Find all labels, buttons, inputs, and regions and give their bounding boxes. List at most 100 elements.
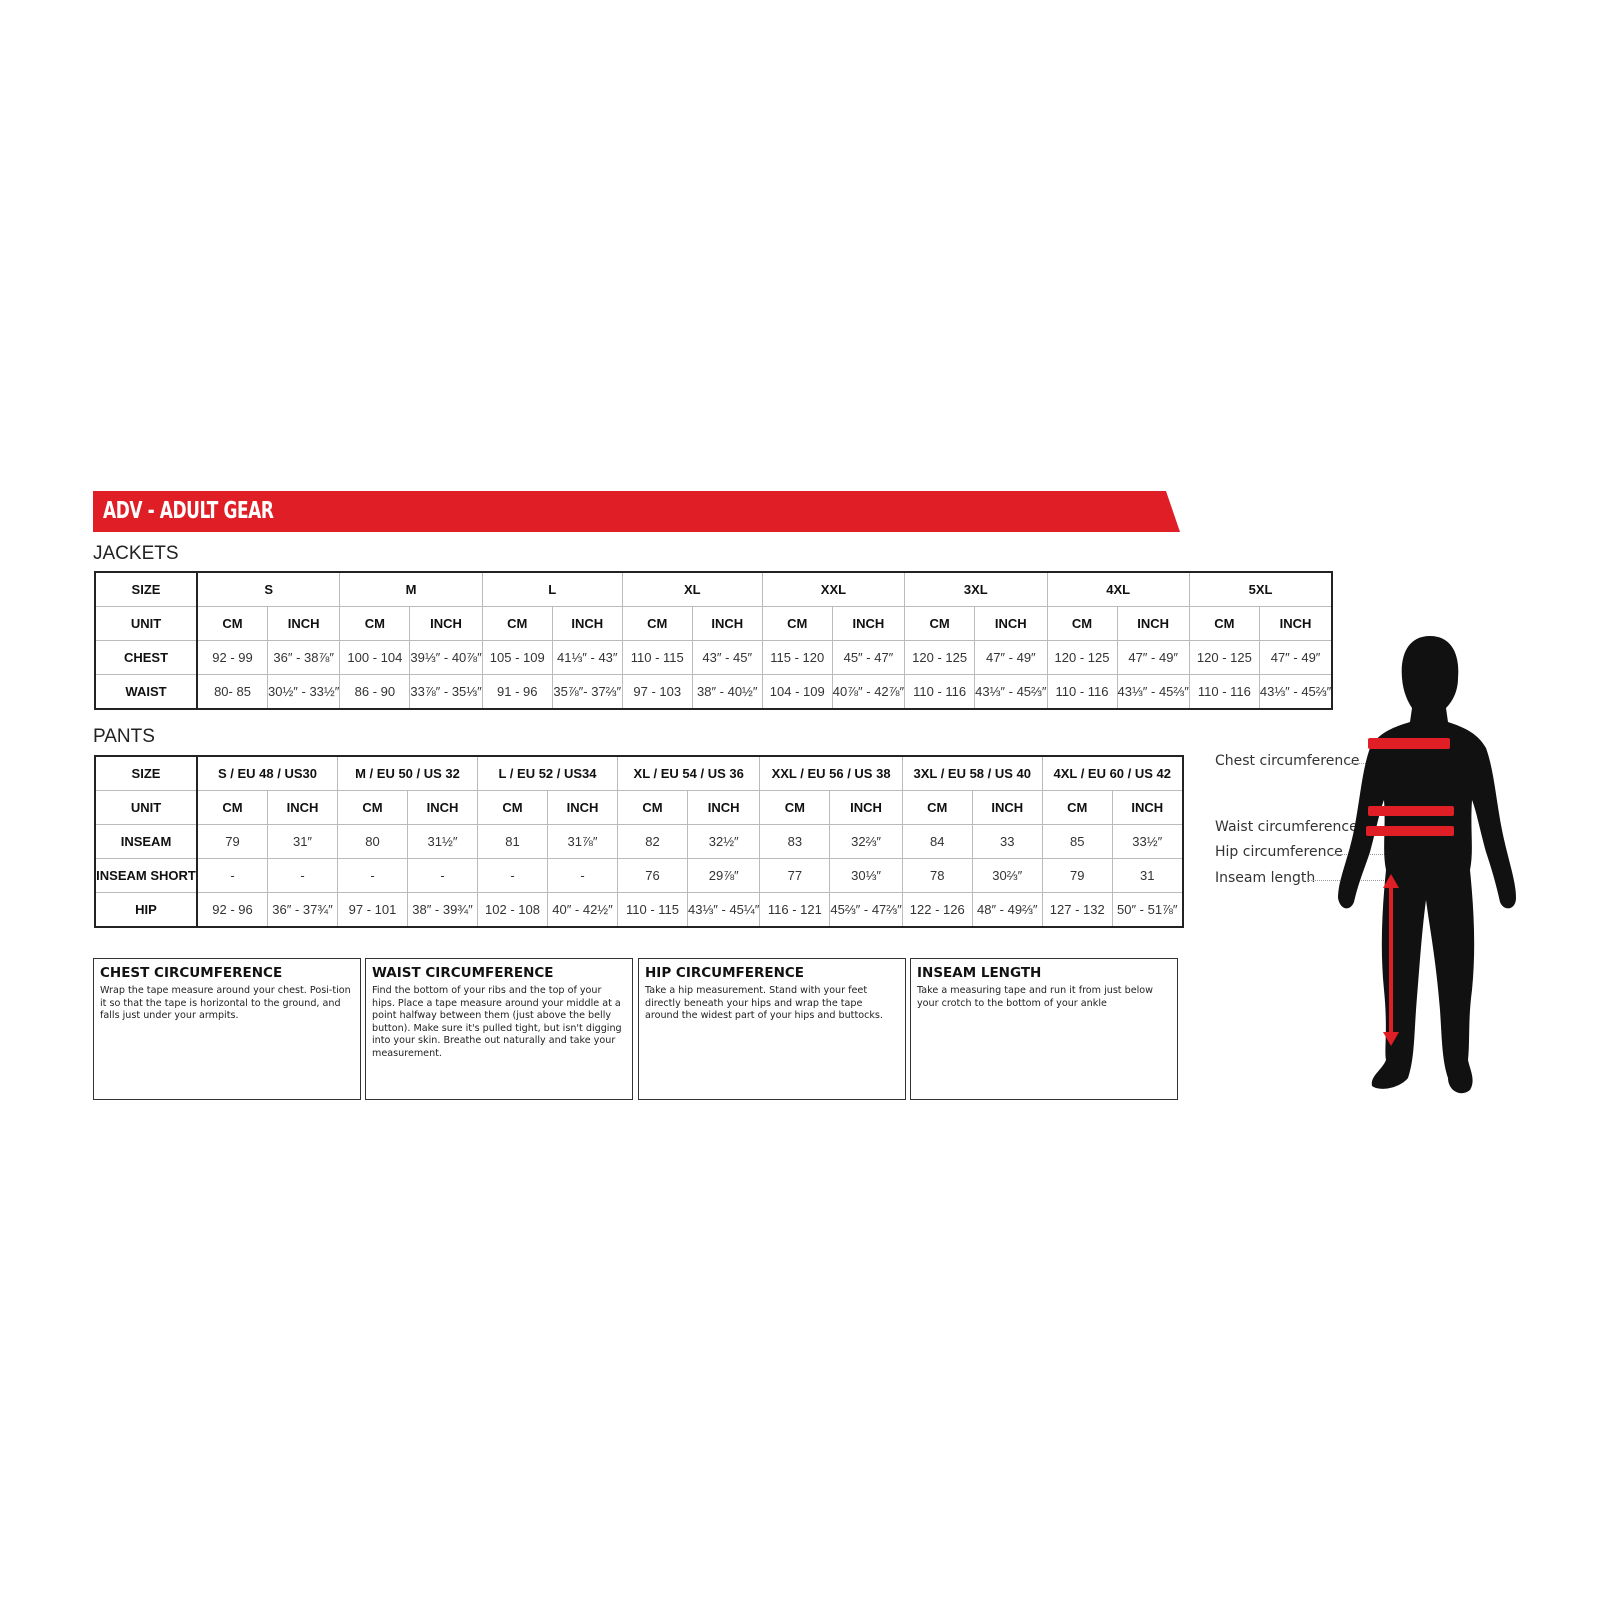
pants-heading: PANTS bbox=[93, 726, 155, 747]
table-cell: 102 - 108 bbox=[477, 892, 548, 928]
table-cell: 32½″ bbox=[686, 824, 761, 859]
size-header: S bbox=[196, 571, 341, 607]
row-header: UNIT bbox=[94, 790, 198, 825]
table-cell: 43⅓″ - 45⅔″ bbox=[1258, 674, 1333, 710]
table-cell: - bbox=[337, 858, 408, 893]
unit-header: INCH bbox=[1258, 606, 1333, 641]
table-cell: 81 bbox=[477, 824, 548, 859]
guide-text: Wrap the tape measure around your chest.… bbox=[100, 985, 351, 1022]
unit-header: CM bbox=[337, 790, 408, 825]
unit-header: CM bbox=[617, 790, 688, 825]
table-cell: - bbox=[407, 858, 478, 893]
table-row: WAIST 80- 85 30½″ - 33½″ 86 - 90 33⅞″ - 35⅓″… bbox=[94, 674, 1333, 710]
pants-size-table: SIZE S / EU 48 / US30 M / EU 50 / US 32 L /… bbox=[94, 755, 1184, 928]
row-header: INSEAM SHORT bbox=[94, 858, 198, 893]
row-header: CHEST bbox=[94, 640, 198, 675]
table-cell: 97 - 101 bbox=[337, 892, 408, 928]
row-header: INSEAM bbox=[94, 824, 198, 859]
guide-text: Take a measuring tape and run it from ju… bbox=[917, 985, 1153, 1009]
label-chest: Chest circumference bbox=[1215, 753, 1360, 769]
row-header: SIZE bbox=[94, 755, 198, 791]
table-cell: 29⅞″ bbox=[686, 858, 761, 893]
table-cell: 40⅞″ - 42⅞″ bbox=[831, 674, 906, 710]
table-cell: 33 bbox=[971, 824, 1043, 859]
guide-chest: CHEST CIRCUMFERENCE Wrap the tape measure… bbox=[93, 958, 361, 1100]
table-cell: 31½″ bbox=[407, 824, 478, 859]
row-header: UNIT bbox=[94, 606, 198, 641]
row-header: SIZE bbox=[94, 571, 198, 607]
table-cell: 115 - 120 bbox=[761, 640, 833, 675]
unit-header: CM bbox=[621, 606, 693, 641]
table-cell: 80- 85 bbox=[196, 674, 268, 710]
unit-header: CM bbox=[759, 790, 831, 825]
unit-header: INCH bbox=[266, 606, 341, 641]
guide-title: HIP CIRCUMFERENCE bbox=[645, 965, 805, 981]
size-header: 5XL bbox=[1188, 571, 1333, 607]
table-cell: 38″ - 39¾″ bbox=[407, 892, 478, 928]
table-cell: 77 bbox=[759, 858, 831, 893]
table-cell: 36″ - 37¾″ bbox=[267, 892, 338, 928]
table-cell: 120 - 125 bbox=[904, 640, 976, 675]
table-cell: 32⅔″ bbox=[829, 824, 903, 859]
table-cell: 92 - 96 bbox=[196, 892, 268, 928]
table-cell: 30½″ - 33½″ bbox=[266, 674, 341, 710]
guide-text: Take a hip measurement. Stand with your … bbox=[645, 985, 883, 1022]
table-row: CHEST 92 - 99 36″ - 38⅞″ 100 - 104 39⅓″ - 40… bbox=[94, 640, 1333, 675]
table-cell: 47″ - 49″ bbox=[974, 640, 1048, 675]
size-header: XL bbox=[621, 571, 763, 607]
unit-header: INCH bbox=[831, 606, 906, 641]
unit-header: CM bbox=[1188, 606, 1260, 641]
table-cell: 31⅞″ bbox=[547, 824, 618, 859]
table-cell: 110 - 116 bbox=[1188, 674, 1260, 710]
table-cell: 35⅞″- 37⅔″ bbox=[551, 674, 623, 710]
unit-header: INCH bbox=[691, 606, 763, 641]
unit-header: CM bbox=[196, 790, 268, 825]
unit-header: INCH bbox=[547, 790, 618, 825]
table-cell: 50″ - 51⅞″ bbox=[1111, 892, 1184, 928]
table-cell: 30⅔″ bbox=[971, 858, 1043, 893]
unit-header: CM bbox=[339, 606, 411, 641]
table-row: SIZE S M L XL XXL 3XL 4XL 5XL bbox=[94, 571, 1333, 607]
table-cell: - bbox=[477, 858, 548, 893]
table-cell: 82 bbox=[617, 824, 688, 859]
table-cell: 80 bbox=[337, 824, 408, 859]
table-cell: - bbox=[196, 858, 268, 893]
table-cell: 127 - 132 bbox=[1041, 892, 1113, 928]
measuring-tape-icon bbox=[1366, 738, 1454, 1046]
table-cell: 76 bbox=[617, 858, 688, 893]
table-cell: 116 - 121 bbox=[759, 892, 831, 928]
unit-header: INCH bbox=[551, 606, 623, 641]
leader-line bbox=[1308, 880, 1420, 881]
guide-inseam: INSEAM LENGTH Take a measuring tape and r… bbox=[910, 958, 1178, 1100]
table-cell: 40″ - 42½″ bbox=[547, 892, 618, 928]
table-cell: 47″ - 49″ bbox=[1258, 640, 1333, 675]
table-cell: 105 - 109 bbox=[481, 640, 553, 675]
size-header: 3XL / EU 58 / US 40 bbox=[901, 755, 1043, 791]
unit-header: CM bbox=[1041, 790, 1113, 825]
table-cell: 31″ bbox=[267, 824, 338, 859]
table-cell: 86 - 90 bbox=[339, 674, 411, 710]
table-cell: 47″ - 49″ bbox=[1116, 640, 1190, 675]
guide-hip: HIP CIRCUMFERENCE Take a hip measurement.… bbox=[638, 958, 906, 1100]
table-cell: 43″ - 45″ bbox=[691, 640, 763, 675]
table-cell: 45″ - 47″ bbox=[831, 640, 906, 675]
table-cell: 41⅓″ - 43″ bbox=[551, 640, 623, 675]
table-cell: 79 bbox=[196, 824, 268, 859]
table-cell: 92 - 99 bbox=[196, 640, 268, 675]
table-cell: 31 bbox=[1111, 858, 1184, 893]
table-row: SIZE S / EU 48 / US30 M / EU 50 / US 32 L /… bbox=[94, 755, 1184, 791]
unit-header: INCH bbox=[1111, 790, 1184, 825]
table-cell: - bbox=[267, 858, 338, 893]
unit-header: INCH bbox=[971, 790, 1043, 825]
table-cell: - bbox=[547, 858, 618, 893]
table-cell: 84 bbox=[901, 824, 973, 859]
guide-title: WAIST CIRCUMFERENCE bbox=[372, 965, 554, 981]
row-header: HIP bbox=[94, 892, 198, 928]
table-cell: 78 bbox=[901, 858, 973, 893]
unit-header: INCH bbox=[1116, 606, 1190, 641]
table-cell: 83 bbox=[759, 824, 831, 859]
unit-header: CM bbox=[904, 606, 976, 641]
unit-header: CM bbox=[477, 790, 548, 825]
jackets-heading: JACKETS bbox=[93, 543, 179, 564]
table-cell: 122 - 126 bbox=[901, 892, 973, 928]
